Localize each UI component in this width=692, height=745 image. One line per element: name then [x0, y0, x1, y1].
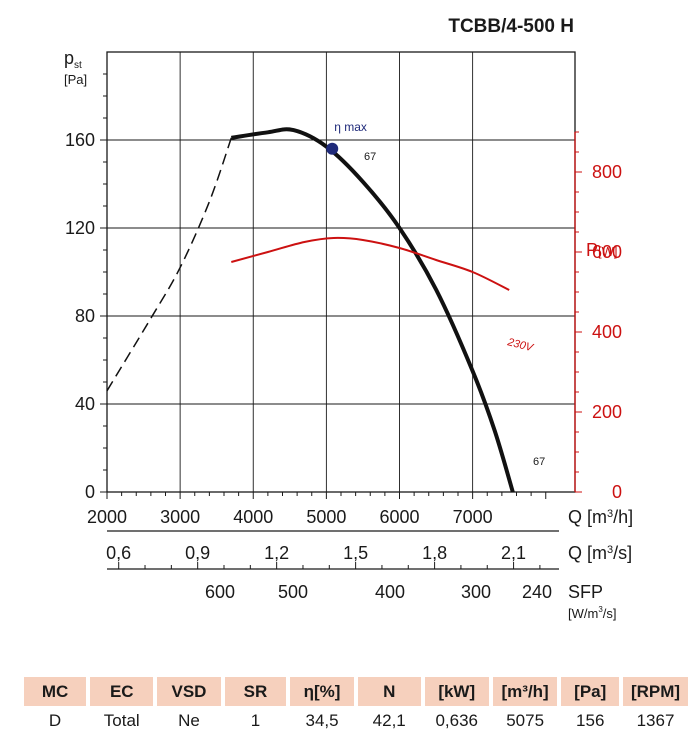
spec-header-vsd: VSD: [157, 677, 221, 706]
spec-header-sr: SR: [224, 677, 287, 706]
power-curve-label: 230V: [505, 336, 535, 355]
y2-tick-label: 600: [592, 242, 622, 262]
y-tick-label: 80: [75, 306, 95, 326]
y-axis-unit: [Pa]: [64, 72, 87, 87]
sfp-tick-label: 240: [522, 582, 552, 602]
y2-tick-label: 200: [592, 402, 622, 422]
spec-value-efficiency: 34,5: [305, 711, 339, 730]
eta-max-label: η max: [334, 120, 367, 134]
chart-title: TCBB/4-500 H: [448, 16, 574, 37]
pressure-curve-stall-region: [106, 137, 233, 392]
sfp-tick-label: 300: [461, 582, 491, 602]
spec-header-mc: MC: [24, 677, 87, 706]
spec-table-header-row: MC EC VSD SR η[%] N [kW] [m³/h] [Pa] [RP…: [24, 677, 688, 706]
eta-max-point: [326, 142, 339, 155]
x2-tick-label: 1,5: [343, 543, 368, 563]
x-tick-label: 5000: [306, 507, 346, 527]
spec-header-flow: [m³/h]: [492, 677, 558, 706]
y-tick-label: 160: [65, 130, 95, 150]
power-curve: [231, 236, 510, 291]
y-tick-label: 0: [85, 482, 95, 502]
y-axis-label: pst: [64, 48, 82, 71]
spec-value-vsd: Ne: [178, 711, 200, 730]
spec-table-value-row: D Total Ne 1 34,5 42,1 0,636 5075 156 13…: [24, 706, 688, 736]
x2-tick-label: 1,2: [264, 543, 289, 563]
x-tick-label: 2000: [87, 507, 127, 527]
spec-value-rpm: 1367: [636, 711, 675, 730]
x-tick-label: 3000: [160, 507, 200, 527]
chart-labels: 0 40 80 120 160 pst[Pa] 0 200 400 600 800 P[W] 2000 3…: [64, 48, 633, 621]
y2-axis-label: P[W]: [586, 240, 618, 260]
pressure-curve: [231, 127, 515, 493]
fan-curve-chart: TCBB/4-500 H 0 40 80 120 160 pst[Pa] 0 200 400 60…: [64, 16, 633, 621]
x2-axis-label: Q [m3/s]: [568, 543, 632, 563]
y2-tick-label: 0: [612, 482, 622, 502]
spec-value-n: 42,1: [372, 711, 406, 730]
spec-value-pa: 156: [576, 711, 605, 730]
curve-annotation: 67: [364, 151, 376, 163]
spec-value-mc: D: [48, 711, 62, 730]
spec-header-rpm: [RPM]: [623, 677, 688, 706]
spec-header-efficiency: η[%]: [290, 677, 354, 706]
sfp-tick-label: 500: [278, 582, 308, 602]
spec-header-ec: EC: [90, 677, 154, 706]
chart-axes: [100, 73, 582, 570]
x-axis-label: Q [m3/h]: [568, 507, 633, 527]
y-tick-label: 40: [75, 394, 95, 414]
x-tick-label: 7000: [453, 507, 493, 527]
spec-value-ec: Total: [103, 711, 140, 730]
curve-annotation: 67: [533, 456, 545, 468]
x2-tick-label: 1,8: [422, 543, 447, 563]
spec-value-kw: 0,636: [435, 711, 478, 730]
spec-value-sr: 1: [250, 711, 261, 730]
chart-series: [106, 127, 515, 493]
x2-tick-label: 0,6: [106, 543, 131, 563]
spec-header-pa: [Pa]: [561, 677, 620, 706]
spec-table: MC EC VSD SR η[%] N [kW] [m³/h] [Pa] [RP…: [20, 677, 692, 736]
x-tick-label: 6000: [379, 507, 419, 527]
x2-tick-label: 2,1: [501, 543, 526, 563]
y2-tick-label: 400: [592, 322, 622, 342]
sfp-tick-label: 600: [205, 582, 235, 602]
sfp-unit: [W/m3/s]: [568, 605, 617, 621]
spec-value-flow: 5075: [506, 711, 545, 730]
x-tick-label: 4000: [233, 507, 273, 527]
sfp-label: SFP: [568, 582, 603, 602]
y2-tick-label: 800: [592, 162, 622, 182]
x2-tick-label: 0,9: [185, 543, 210, 563]
spec-header-n: N: [357, 677, 421, 706]
spec-header-kw: [kW]: [424, 677, 489, 706]
sfp-tick-label: 400: [375, 582, 405, 602]
y-tick-label: 120: [65, 218, 95, 238]
